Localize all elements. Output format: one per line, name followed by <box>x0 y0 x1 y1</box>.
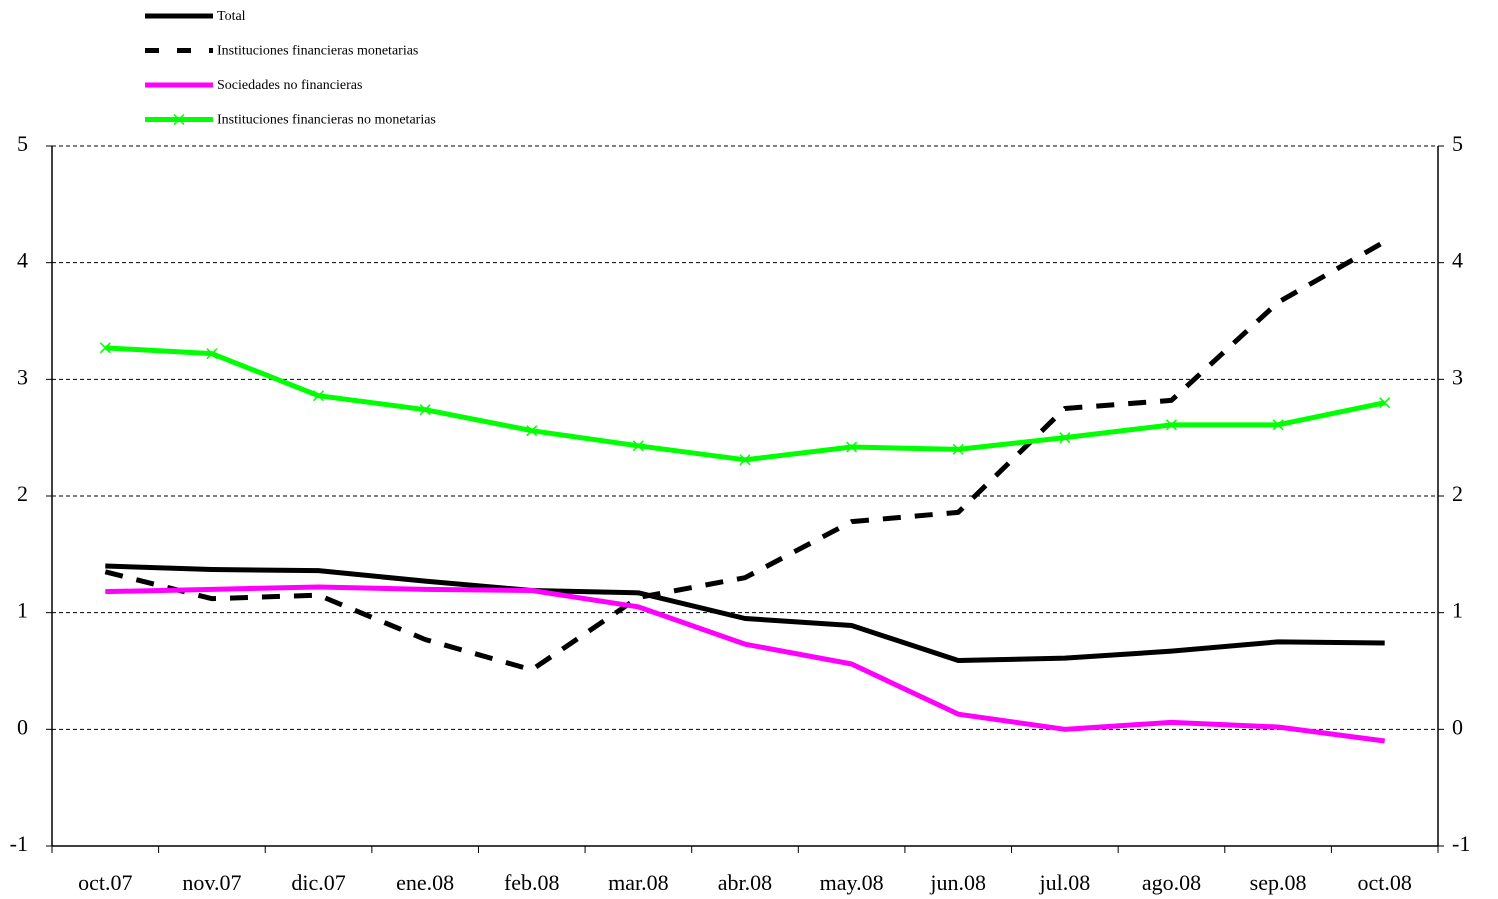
y2-tick-label: 4 <box>1452 248 1463 273</box>
legend-marker <box>173 113 185 126</box>
point-marker <box>526 425 538 437</box>
y-tick-label: 2 <box>17 481 28 506</box>
point-marker <box>1379 397 1391 409</box>
x-tick-label: oct.08 <box>1357 870 1411 895</box>
x-tick-label: abr.08 <box>718 870 772 895</box>
point-marker <box>739 454 751 466</box>
y-tick-label: 1 <box>17 598 28 623</box>
x-tick-label: jun.08 <box>929 870 986 895</box>
x-tick-label: dic.07 <box>291 870 345 895</box>
y-tick-label: 0 <box>17 714 28 739</box>
y2-tick-label: 5 <box>1452 131 1463 156</box>
x-tick-label: jul.08 <box>1038 870 1090 895</box>
point-marker <box>99 342 111 354</box>
series-line <box>105 345 1386 463</box>
y2-tick-label: 0 <box>1452 714 1463 739</box>
legend-label: Total <box>217 9 246 24</box>
point-marker <box>419 404 431 416</box>
series-line <box>104 239 1386 673</box>
y-tick-label: 3 <box>17 364 28 389</box>
y-tick-label: -1 <box>10 831 28 856</box>
x-tick-label: may.08 <box>820 870 884 895</box>
x-tick-label: mar.08 <box>608 870 669 895</box>
point-marker <box>313 390 325 402</box>
y2-tick-label: 2 <box>1452 481 1463 506</box>
series-line <box>105 563 1385 663</box>
y-tick-label: 4 <box>17 248 28 273</box>
point-marker <box>632 440 644 452</box>
point-marker <box>206 348 218 360</box>
x-tick-label: feb.08 <box>504 870 560 895</box>
series-line <box>105 584 1386 744</box>
point-marker <box>846 441 858 453</box>
x-tick-label: ene.08 <box>396 870 454 895</box>
x-tick-label: oct.07 <box>78 870 132 895</box>
legend-label: Instituciones financieras monetarias <box>217 44 418 59</box>
x-tick-label: nov.07 <box>182 870 241 895</box>
y2-tick-label: 1 <box>1452 598 1463 623</box>
y-tick-label: 5 <box>17 131 28 156</box>
y2-tick-label: 3 <box>1452 364 1463 389</box>
legend-label: Sociedades no financieras <box>217 78 362 93</box>
point-marker <box>952 443 964 455</box>
x-tick-label: ago.08 <box>1142 870 1201 895</box>
point-marker <box>1165 419 1177 431</box>
point-marker <box>1059 432 1071 444</box>
y2-tick-label: -1 <box>1452 831 1470 856</box>
x-tick-label: sep.08 <box>1250 870 1307 895</box>
point-marker <box>1272 419 1284 431</box>
legend-label: Instituciones financieras no monetarias <box>217 113 436 128</box>
